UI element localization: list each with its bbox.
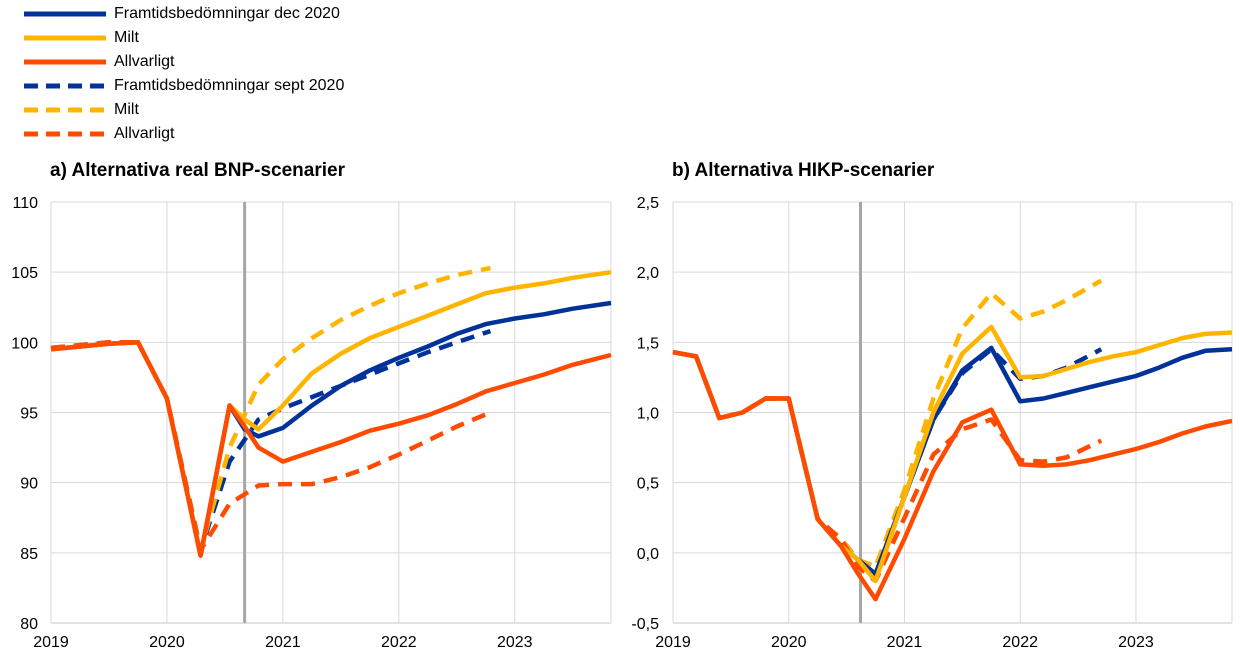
chart-title-b: b) Alternativa HIKP-scenarier — [672, 160, 935, 181]
x-tick-label: 2023 — [497, 634, 533, 651]
x-tick-label: 2021 — [887, 634, 923, 651]
y-tick-label: 110 — [12, 195, 38, 212]
x-tick-label: 2023 — [1118, 634, 1154, 651]
x-tick-label: 2022 — [381, 634, 417, 651]
legend-label: Milt — [114, 101, 139, 118]
x-tick-label: 2019 — [33, 634, 69, 651]
x-tick-label: 2020 — [771, 634, 807, 651]
y-tick-label: 0,0 — [637, 546, 659, 563]
y-tick-label: 105 — [11, 265, 38, 282]
legend-label: Framtidsbedömningar sept 2020 — [114, 77, 345, 94]
legend: Framtidsbedömningar dec 2020 Milt Allvarli… — [22, 2, 344, 146]
y-tick-label: 1,5 — [637, 335, 659, 352]
y-tick-label: 95 — [20, 406, 38, 423]
x-tick-label: 2022 — [1002, 634, 1038, 651]
legend-swatch — [24, 35, 106, 41]
y-tick-label: 0,5 — [637, 476, 659, 493]
legend-swatch — [24, 11, 106, 17]
series-line-dashed-yellow — [672, 278, 1103, 570]
legend-label: Allvarligt — [114, 53, 175, 70]
series-line-solid-orange — [50, 340, 612, 558]
y-tick-label: 2,5 — [637, 195, 659, 212]
legend-item: Allvarligt — [22, 122, 344, 146]
legend-label: Milt — [114, 29, 139, 46]
y-tick-label: 80 — [20, 616, 38, 633]
y-tick-label: 100 — [11, 335, 38, 352]
legend-swatch — [24, 83, 106, 89]
legend-item: Milt — [22, 26, 344, 50]
x-tick-label: 2019 — [655, 634, 691, 651]
legend-swatch — [24, 107, 106, 113]
legend-swatch — [24, 131, 106, 137]
legend-item: Framtidsbedömningar dec 2020 — [22, 2, 344, 26]
y-tick-label: 2,0 — [637, 265, 659, 282]
series-line-solid-yellow — [672, 324, 1233, 584]
plot-area: -0,5 0,0 0,5 1,0 1,5 2,0 2,5 2019 2020 2021 2022 20… — [631, 195, 1233, 651]
legend-label: Framtidsbedömningar dec 2020 — [114, 5, 340, 22]
x-tick-label: 2021 — [265, 634, 301, 651]
legend-label: Allvarligt — [114, 125, 175, 142]
legend-item: Framtidsbedömningar sept 2020 — [22, 74, 344, 98]
legend-item: Milt — [22, 98, 344, 122]
y-tick-label: 1,0 — [637, 406, 659, 423]
legend-item: Allvarligt — [22, 50, 344, 74]
series-line-solid-orange — [672, 349, 1233, 602]
plot-area: 80 85 90 95 100 105 110 2019 2020 2021 2022 2023 — [11, 195, 612, 651]
y-tick-label: 90 — [20, 476, 38, 493]
y-tick-label: -0,5 — [631, 616, 659, 633]
legend-swatch — [24, 59, 106, 65]
series-line-solid-navy — [672, 345, 1233, 577]
chart-title-a: a) Alternativa real BNP-scenarier — [50, 160, 345, 181]
series-line-dashed-orange — [672, 349, 1103, 584]
x-tick-label: 2020 — [149, 634, 185, 651]
y-tick-label: 85 — [20, 546, 38, 563]
